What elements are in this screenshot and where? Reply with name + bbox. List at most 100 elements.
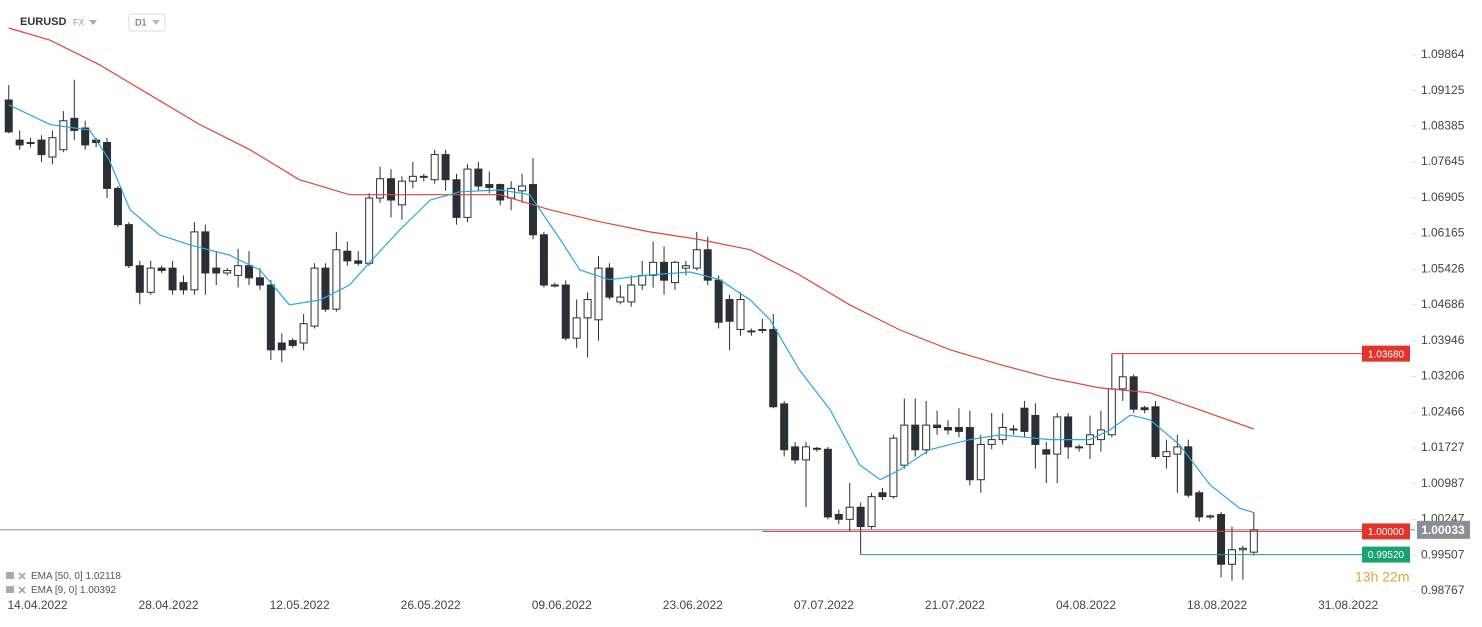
level-label-box: [1362, 345, 1410, 362]
candle-body: [1064, 416, 1073, 448]
candle-body: [354, 260, 363, 264]
candle-body: [430, 154, 439, 181]
legend-icon: [6, 586, 14, 593]
candle-body: [605, 267, 614, 298]
candle-body: [867, 496, 876, 528]
candle-body: [856, 506, 865, 528]
dropdown-arrow[interactable]: [152, 20, 160, 25]
candle-body: [889, 437, 898, 498]
legend-close: [18, 586, 26, 594]
legend-close: [18, 572, 26, 580]
interval[interactable]: D1: [135, 17, 147, 27]
candle-body: [660, 261, 669, 281]
candle-body: [485, 184, 494, 188]
candle-body: [681, 265, 690, 269]
candle-body: [81, 127, 90, 146]
y-tick-label: 1.09125: [1421, 83, 1465, 97]
candle-body: [1042, 449, 1051, 455]
interval-box[interactable]: [128, 13, 166, 32]
candle-body: [518, 185, 527, 192]
candle-body: [4, 99, 13, 133]
candle-body: [1009, 428, 1018, 431]
current-price-label: 1.00033: [1421, 523, 1465, 537]
level-label-box: [1362, 546, 1410, 563]
candle-body: [15, 139, 24, 146]
candle-body: [954, 427, 963, 432]
candle-body: [758, 328, 767, 331]
candle-body: [365, 197, 374, 264]
x-tick-label: 21.07.2022: [925, 598, 985, 612]
candle-body: [419, 175, 428, 178]
candle-body: [1227, 549, 1236, 565]
candle-body: [408, 175, 417, 182]
y-tick-label: 1.09864: [1421, 47, 1465, 61]
legend-value: 1.02118: [85, 571, 121, 582]
candle-body: [321, 267, 330, 310]
candle-body: [343, 250, 352, 262]
candle-body: [59, 120, 68, 151]
candle-body: [168, 267, 177, 291]
candle-body: [878, 492, 887, 498]
candle-body: [692, 249, 701, 269]
candle-body: [70, 117, 79, 131]
symbol[interactable]: EURUSD: [20, 16, 67, 28]
candle-body: [845, 506, 854, 520]
legend-name: EMA [9, 0]: [31, 585, 77, 596]
candle-body: [332, 249, 341, 310]
candle-body: [933, 424, 942, 429]
candle-body: [1031, 414, 1040, 445]
legend-name: EMA [50, 0]: [31, 571, 83, 582]
candle-body: [638, 274, 647, 286]
y-tick-label: 0.98767: [1421, 583, 1465, 597]
candle-body: [124, 224, 133, 267]
x-tick-label: 04.08.2022: [1056, 598, 1116, 612]
candle-body: [1129, 376, 1138, 410]
candle-body: [594, 267, 603, 321]
candle-body: [135, 265, 144, 293]
dropdown-arrow[interactable]: [89, 20, 97, 25]
candle-body: [103, 142, 112, 189]
candle-body: [201, 231, 210, 274]
candle-body: [791, 446, 800, 461]
candle-body: [965, 427, 974, 481]
candle-body: [703, 249, 712, 281]
candle-body: [583, 299, 592, 319]
candle-body: [823, 448, 832, 518]
level-label: 1.00000: [1368, 527, 1405, 538]
x-tick-label: 09.06.2022: [532, 598, 592, 612]
candle-body: [386, 178, 395, 201]
candle-body: [1151, 406, 1160, 458]
candle-body: [146, 267, 155, 293]
candle-body: [736, 299, 745, 330]
candle-body: [1195, 492, 1204, 518]
candle-body: [1238, 547, 1247, 551]
candle-body: [1118, 376, 1127, 390]
candle-body: [474, 168, 483, 187]
current-price-box: [1417, 520, 1470, 539]
y-tick-label: 1.02466: [1421, 404, 1465, 418]
candle-body: [550, 284, 559, 287]
candle-body: [48, 137, 57, 158]
candle-body: [780, 403, 789, 451]
candle-body: [157, 267, 166, 272]
candle-body: [714, 279, 723, 323]
y-tick-label: 1.07645: [1421, 154, 1465, 168]
y-tick-label: 1.08385: [1421, 119, 1465, 133]
y-tick-label: 1.05426: [1421, 261, 1465, 275]
x-tick-label: 26.05.2022: [401, 598, 461, 612]
candle-body: [1184, 446, 1193, 496]
candle-body: [922, 424, 931, 451]
ema-line: [8, 27, 1254, 430]
y-tick-label: 1.06905: [1421, 190, 1465, 204]
candle-body: [179, 282, 188, 291]
candle-body: [998, 427, 1007, 441]
candle-body: [299, 323, 308, 344]
x-tick-label: 28.04.2022: [139, 598, 199, 612]
y-tick-label: 1.04686: [1421, 297, 1465, 311]
candle-body: [834, 513, 843, 520]
level-label: 1.03680: [1368, 349, 1405, 360]
candle-body: [561, 284, 570, 339]
candle-body: [255, 277, 264, 286]
